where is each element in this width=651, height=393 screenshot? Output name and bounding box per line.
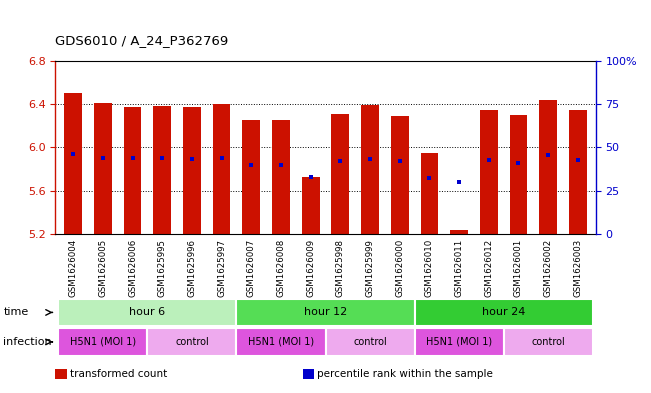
Text: GSM1626010: GSM1626010 xyxy=(425,239,434,297)
Bar xyxy=(183,107,201,234)
Bar xyxy=(480,110,498,234)
Text: GSM1626008: GSM1626008 xyxy=(277,239,286,297)
Text: infection: infection xyxy=(3,337,52,347)
Text: GSM1625999: GSM1625999 xyxy=(365,239,374,297)
Bar xyxy=(147,328,236,356)
Text: GSM1626001: GSM1626001 xyxy=(514,239,523,297)
Text: control: control xyxy=(175,337,209,347)
Text: GSM1626012: GSM1626012 xyxy=(484,239,493,297)
Text: GSM1625998: GSM1625998 xyxy=(336,239,345,297)
Bar xyxy=(539,100,557,234)
Text: GSM1625997: GSM1625997 xyxy=(217,239,226,297)
Bar xyxy=(415,328,504,356)
Text: GSM1625996: GSM1625996 xyxy=(187,239,197,297)
Text: GSM1626005: GSM1626005 xyxy=(98,239,107,297)
Bar xyxy=(421,153,438,234)
Bar xyxy=(59,299,236,326)
Bar xyxy=(124,107,141,234)
Bar xyxy=(331,114,349,234)
Text: GSM1626011: GSM1626011 xyxy=(454,239,464,297)
Text: hour 12: hour 12 xyxy=(304,307,347,318)
Text: GSM1626004: GSM1626004 xyxy=(68,239,77,297)
Text: H5N1 (MOI 1): H5N1 (MOI 1) xyxy=(426,337,492,347)
Bar xyxy=(153,106,171,234)
Bar xyxy=(415,299,592,326)
Bar xyxy=(64,93,82,234)
Bar xyxy=(272,120,290,234)
Bar xyxy=(569,110,587,234)
Text: hour 24: hour 24 xyxy=(482,307,525,318)
Bar xyxy=(326,328,415,356)
Text: GSM1625995: GSM1625995 xyxy=(158,239,167,297)
Text: H5N1 (MOI 1): H5N1 (MOI 1) xyxy=(70,337,136,347)
Text: hour 6: hour 6 xyxy=(130,307,165,318)
Text: GSM1626002: GSM1626002 xyxy=(544,239,553,297)
Text: control: control xyxy=(531,337,565,347)
Text: GSM1626006: GSM1626006 xyxy=(128,239,137,297)
Bar xyxy=(59,328,147,356)
Text: control: control xyxy=(353,337,387,347)
Bar xyxy=(302,176,320,234)
Text: transformed count: transformed count xyxy=(70,369,167,379)
Bar xyxy=(94,103,112,234)
Text: GSM1626000: GSM1626000 xyxy=(395,239,404,297)
Bar xyxy=(450,230,468,234)
Text: GDS6010 / A_24_P362769: GDS6010 / A_24_P362769 xyxy=(55,34,229,47)
Text: GSM1626003: GSM1626003 xyxy=(574,239,583,297)
Text: percentile rank within the sample: percentile rank within the sample xyxy=(317,369,493,379)
Text: H5N1 (MOI 1): H5N1 (MOI 1) xyxy=(248,337,314,347)
Text: GSM1626007: GSM1626007 xyxy=(247,239,256,297)
Bar xyxy=(510,115,527,234)
Bar xyxy=(236,328,326,356)
Bar xyxy=(504,328,592,356)
Bar xyxy=(213,104,230,234)
Bar xyxy=(391,116,409,234)
Bar xyxy=(361,105,379,234)
Text: time: time xyxy=(3,307,29,318)
Bar xyxy=(242,120,260,234)
Text: GSM1626009: GSM1626009 xyxy=(306,239,315,297)
Bar xyxy=(236,299,415,326)
